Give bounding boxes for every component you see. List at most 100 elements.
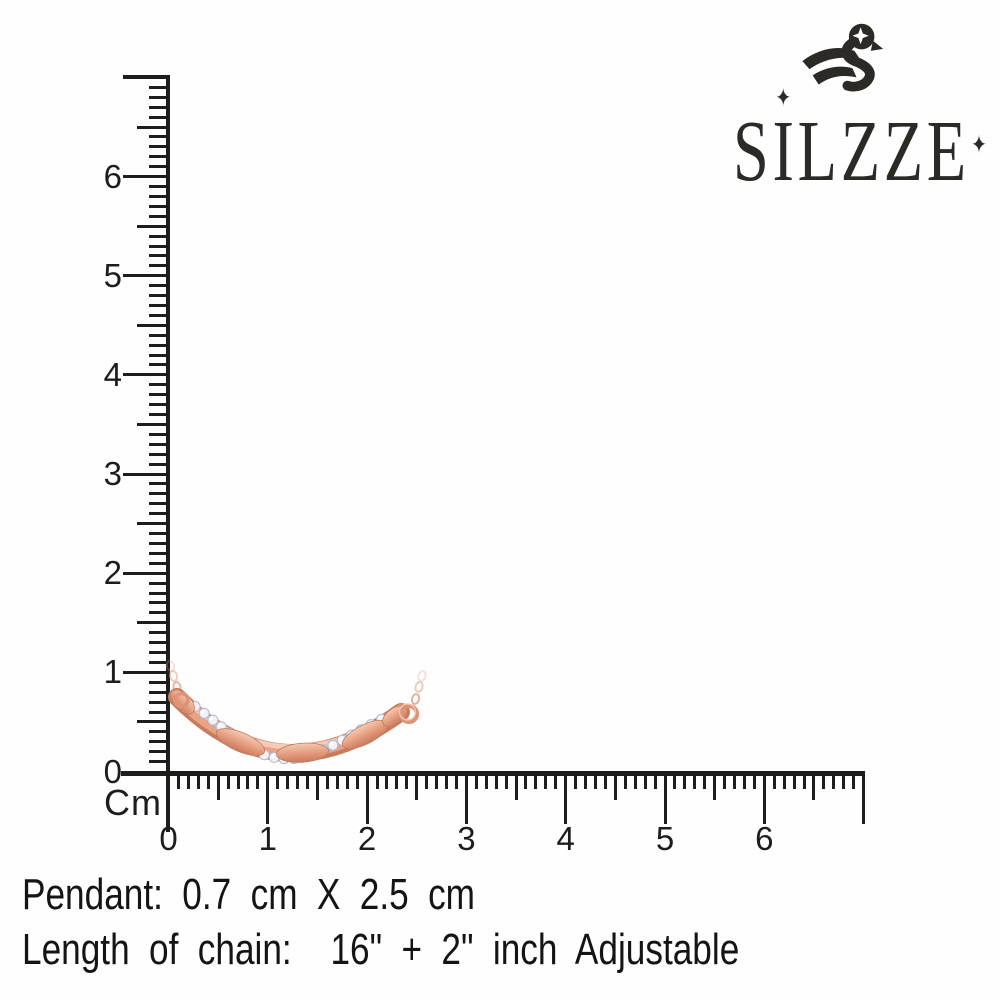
horizontal-ruler-tick <box>713 775 717 800</box>
vertical-ruler-tick <box>137 522 170 526</box>
horizontal-ruler-tick <box>345 775 349 789</box>
vertical-ruler-tick <box>149 135 170 139</box>
horizontal-ruler-tick <box>256 775 260 789</box>
horizontal-ruler-tick <box>405 775 409 789</box>
horizontal-ruler-tick <box>832 775 836 789</box>
horizontal-ruler-tick <box>703 775 707 789</box>
vertical-ruler-number: 6 <box>103 157 122 195</box>
vertical-ruler-tick <box>149 353 170 357</box>
vertical-ruler-number: 5 <box>103 256 122 294</box>
swan-neck <box>841 37 875 92</box>
vertical-ruler-tick <box>149 393 170 397</box>
vertical-ruler-tick <box>149 462 170 466</box>
wordmark-letter: S <box>733 102 773 199</box>
diamond-accent-icon: ✦ <box>971 130 991 159</box>
vertical-ruler-tick <box>149 502 170 506</box>
horizontal-ruler-number: 2 <box>357 820 377 857</box>
vertical-ruler-tick <box>149 234 170 238</box>
vertical-ruler-tick <box>149 204 170 208</box>
vertical-ruler-tick <box>149 145 170 149</box>
vertical-ruler-tick <box>149 442 170 446</box>
pendant-size-text: Pendant: 0.7 cm X 2.5 cm <box>22 870 476 919</box>
horizontal-ruler-tick <box>852 775 856 789</box>
vertical-ruler-tick <box>149 492 170 496</box>
horizontal-ruler-tick <box>584 775 588 789</box>
vertical-ruler-tick <box>137 224 170 228</box>
horizontal-ruler-tick <box>286 775 290 789</box>
vertical-ruler-tick <box>149 641 170 645</box>
diamond-dot-icon: ✦ <box>775 83 795 112</box>
horizontal-ruler-tick <box>474 775 478 789</box>
vertical-ruler-tick <box>149 581 170 585</box>
vertical-ruler-tick <box>149 343 170 347</box>
vertical-ruler-tick <box>149 194 170 198</box>
vertical-ruler-tick <box>149 750 170 754</box>
horizontal-ruler-tick <box>564 775 568 824</box>
swan-beak <box>870 40 884 51</box>
vertical-ruler-number: 0 <box>103 752 122 790</box>
horizontal-ruler-tick <box>574 775 578 789</box>
vertical-ruler-tick <box>137 720 170 724</box>
vertical-ruler-tick <box>149 214 170 218</box>
horizontal-ruler-tick <box>593 775 597 789</box>
vertical-ruler-tick <box>149 155 170 159</box>
horizontal-ruler-tick <box>216 775 220 800</box>
horizontal-ruler-tick <box>762 775 766 824</box>
chain-left <box>165 660 182 693</box>
vertical-ruler-tick <box>149 760 170 764</box>
horizontal-ruler-tick <box>395 775 399 789</box>
wordmark-letter: Z <box>840 102 884 199</box>
chain-right <box>410 670 427 705</box>
horizontal-ruler-tick <box>504 775 508 789</box>
wordmark-letter-i: ✦ I <box>772 83 798 199</box>
horizontal-ruler-tick <box>822 775 826 789</box>
swan-wing-bottom <box>812 66 857 85</box>
swan-icon <box>802 23 884 92</box>
vertical-ruler-tick <box>123 373 170 377</box>
horizontal-ruler-tick <box>454 775 458 789</box>
horizontal-ruler-tick <box>653 775 657 789</box>
vertical-ruler-tick <box>149 680 170 684</box>
vertical-ruler-number: 1 <box>103 653 122 691</box>
vertical-ruler-tick <box>149 185 170 188</box>
vertical-ruler-tick <box>149 532 170 536</box>
horizontal-ruler-tick <box>484 775 488 789</box>
vertical-ruler-tick <box>149 700 170 704</box>
vertical-ruler-tick <box>137 621 170 625</box>
horizontal-ruler-tick <box>425 775 429 789</box>
horizontal-ruler-tick <box>226 775 230 789</box>
horizontal-ruler-tick <box>554 775 558 789</box>
vertical-ruler-tick <box>149 740 170 744</box>
horizontal-ruler-tick <box>445 775 449 789</box>
chain-length-text: Length of chain: 16" + 2" inch Adjustabl… <box>22 925 740 974</box>
vertical-ruler-tick <box>137 323 170 327</box>
horizontal-ruler-tick <box>643 775 647 789</box>
vertical-ruler-tick <box>149 452 170 456</box>
diamond-stone <box>198 707 210 719</box>
horizontal-ruler-tick <box>752 775 756 789</box>
horizontal-ruler-tick <box>435 775 439 789</box>
vertical-ruler-tick <box>149 611 170 615</box>
horizontal-ruler-tick <box>623 775 627 789</box>
horizontal-ruler-tick <box>385 775 389 789</box>
horizontal-ruler-number: 1 <box>258 820 277 857</box>
horizontal-ruler-tick <box>186 775 190 789</box>
horizontal-ruler-tick <box>296 775 300 789</box>
vertical-ruler-tick <box>149 294 170 298</box>
gold-ribbon-twist <box>276 742 329 763</box>
horizontal-ruler-tick <box>335 775 339 789</box>
vertical-ruler-tick <box>149 115 170 119</box>
vertical-ruler-tick <box>149 333 170 337</box>
horizontal-ruler-number: 0 <box>159 820 178 857</box>
horizontal-ruler-tick <box>176 775 180 789</box>
vertical-ruler-tick <box>149 413 170 417</box>
vertical-ruler-tick <box>123 670 170 674</box>
vertical-ruler-tick <box>149 631 170 635</box>
vertical-ruler-tick <box>149 541 170 545</box>
horizontal-ruler-tick <box>464 775 468 824</box>
vertical-ruler-number: 2 <box>103 554 122 592</box>
horizontal-ruler-tick <box>633 775 637 789</box>
jump-ring-right <box>398 703 420 725</box>
vertical-ruler-tick <box>149 303 170 307</box>
